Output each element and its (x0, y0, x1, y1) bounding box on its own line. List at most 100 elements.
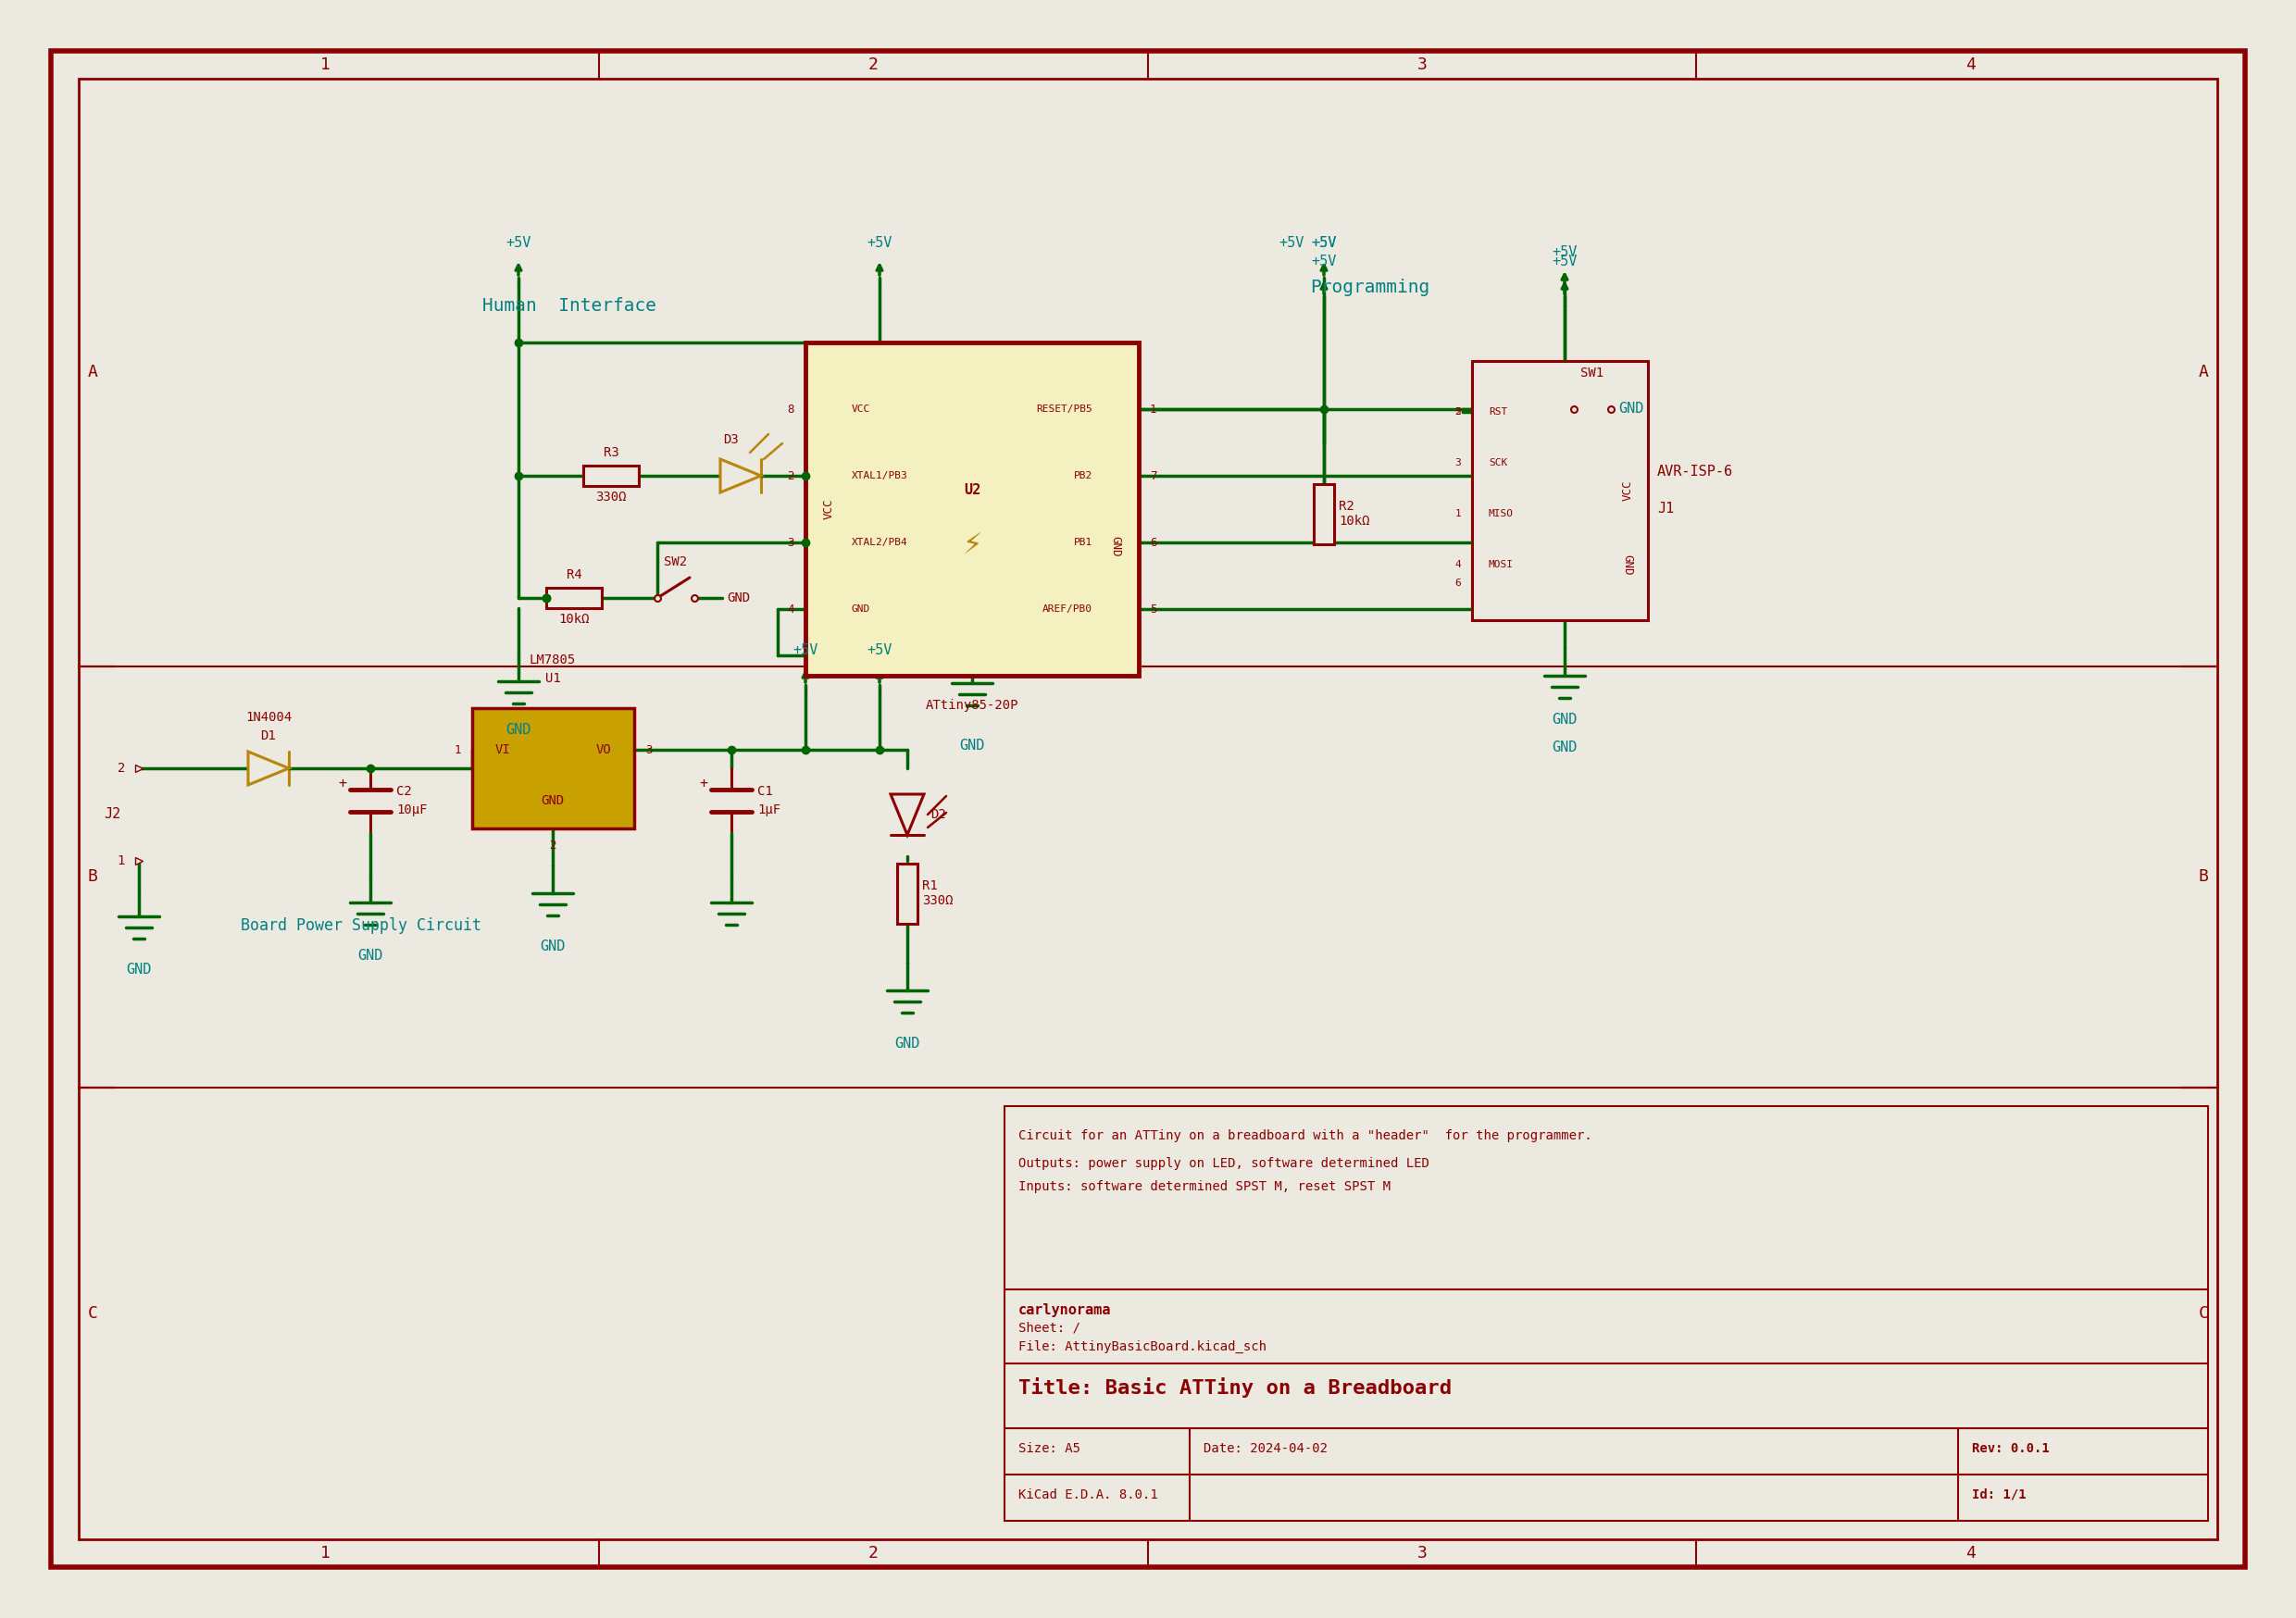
Text: 5: 5 (1150, 604, 1157, 615)
Polygon shape (248, 752, 289, 785)
Text: A: A (2197, 364, 2209, 380)
Text: R3: R3 (604, 447, 620, 460)
Text: GND: GND (728, 592, 751, 605)
Text: 8: 8 (788, 403, 794, 416)
Bar (806, 343, 1139, 676)
Text: 4: 4 (1965, 1545, 1975, 1561)
Text: MISO: MISO (1488, 510, 1513, 518)
Text: 10μF: 10μF (397, 804, 427, 817)
Text: 6: 6 (1456, 579, 1460, 587)
Text: 1μF: 1μF (758, 804, 781, 817)
Text: 2: 2 (868, 57, 877, 73)
Text: 1: 1 (319, 57, 331, 73)
Text: GND: GND (852, 605, 870, 613)
Text: 330Ω: 330Ω (595, 490, 627, 503)
Text: 4: 4 (1456, 560, 1460, 570)
Text: File: AttinyBasicBoard.kicad_sch: File: AttinyBasicBoard.kicad_sch (1019, 1340, 1267, 1353)
Text: Board Power Supply Circuit: Board Power Supply Circuit (241, 917, 482, 934)
Text: XTAL2/PB4: XTAL2/PB4 (852, 537, 907, 547)
Text: J2: J2 (103, 807, 119, 822)
Text: +5V: +5V (1279, 236, 1304, 249)
Text: RESET/PB5: RESET/PB5 (1035, 404, 1093, 414)
Text: 3: 3 (1417, 57, 1428, 73)
Text: SW1: SW1 (1580, 367, 1605, 380)
Text: J1: J1 (1658, 502, 1674, 516)
Text: GND: GND (542, 794, 565, 807)
Text: 5: 5 (1456, 408, 1460, 416)
Text: GND: GND (895, 1037, 921, 1050)
Text: +5V: +5V (1311, 254, 1336, 269)
Text: Id: 1/1: Id: 1/1 (1972, 1489, 2027, 1502)
Text: ⚡: ⚡ (962, 532, 983, 560)
Text: GND: GND (126, 963, 152, 977)
Text: +5V: +5V (792, 644, 817, 657)
Text: 1: 1 (117, 854, 124, 867)
Text: 6: 6 (1150, 537, 1157, 549)
Text: 4: 4 (1965, 57, 1975, 73)
Text: +5V: +5V (1552, 254, 1577, 269)
Text: U2: U2 (964, 484, 980, 497)
Bar (1313, 484, 1334, 544)
Text: VI: VI (496, 743, 510, 756)
Text: Title: Basic ATTiny on a Breadboard: Title: Basic ATTiny on a Breadboard (1019, 1377, 1451, 1398)
Text: GND: GND (540, 940, 565, 953)
Text: +: + (700, 777, 707, 791)
Text: R2: R2 (1339, 500, 1355, 513)
Text: VCC: VCC (1621, 481, 1632, 502)
Bar (898, 864, 918, 924)
Text: SW2: SW2 (664, 555, 687, 568)
Text: RST: RST (1488, 408, 1508, 416)
Polygon shape (891, 794, 923, 835)
Text: Human  Interface: Human Interface (482, 296, 657, 314)
Text: 2: 2 (549, 840, 556, 851)
Text: GND: GND (505, 723, 530, 736)
Text: +5V: +5V (1311, 236, 1336, 249)
Polygon shape (721, 460, 760, 492)
Text: B: B (87, 869, 99, 885)
Text: 3: 3 (788, 537, 794, 549)
Text: 2: 2 (117, 762, 124, 775)
Text: XTAL1/PB3: XTAL1/PB3 (852, 471, 907, 481)
Text: 7: 7 (1150, 469, 1157, 482)
Text: Rev: 0.0.1: Rev: 0.0.1 (1972, 1442, 2050, 1455)
Text: 3: 3 (1417, 1545, 1428, 1561)
Text: AVR-ISP-6: AVR-ISP-6 (1658, 464, 1733, 479)
Bar (473, 709, 634, 828)
Text: 3: 3 (1456, 458, 1460, 468)
Text: 1N4004: 1N4004 (246, 710, 292, 723)
Text: D1: D1 (262, 730, 276, 743)
Text: 2: 2 (868, 1545, 877, 1561)
Text: PB1: PB1 (1075, 537, 1093, 547)
Text: +5V: +5V (505, 236, 530, 249)
Text: C: C (87, 1306, 99, 1322)
Text: C2: C2 (397, 785, 411, 798)
Text: GND: GND (960, 739, 985, 752)
Text: 1: 1 (319, 1545, 331, 1561)
Text: GND: GND (1552, 714, 1577, 726)
Text: GND: GND (358, 948, 383, 963)
Text: 1: 1 (455, 744, 461, 756)
Text: LM7805: LM7805 (530, 654, 576, 667)
Text: KiCad E.D.A. 8.0.1: KiCad E.D.A. 8.0.1 (1019, 1489, 1157, 1502)
Bar (1472, 361, 1649, 620)
Text: +5V: +5V (1552, 246, 1577, 259)
Text: +5V: +5V (1311, 236, 1336, 249)
Text: Outputs: power supply on LED, software determined LED: Outputs: power supply on LED, software d… (1019, 1157, 1430, 1170)
Text: C1: C1 (758, 785, 774, 798)
Text: VCC: VCC (822, 498, 836, 519)
Text: 330Ω: 330Ω (923, 895, 953, 908)
Bar (1006, 1107, 2209, 1521)
Text: C: C (2197, 1306, 2209, 1322)
Text: VCC: VCC (852, 404, 870, 414)
Text: D3: D3 (723, 434, 739, 447)
Text: 3: 3 (645, 744, 652, 756)
Text: 2: 2 (1456, 408, 1460, 416)
Text: 4: 4 (788, 604, 794, 615)
Text: Inputs: software determined SPST M, reset SPST M: Inputs: software determined SPST M, rese… (1019, 1180, 1391, 1192)
Text: GND: GND (1109, 536, 1123, 557)
Text: VO: VO (595, 743, 611, 756)
Text: U1: U1 (544, 671, 560, 684)
Text: +5V: +5V (868, 236, 893, 249)
Bar (583, 466, 638, 485)
Text: GND: GND (1619, 403, 1644, 416)
